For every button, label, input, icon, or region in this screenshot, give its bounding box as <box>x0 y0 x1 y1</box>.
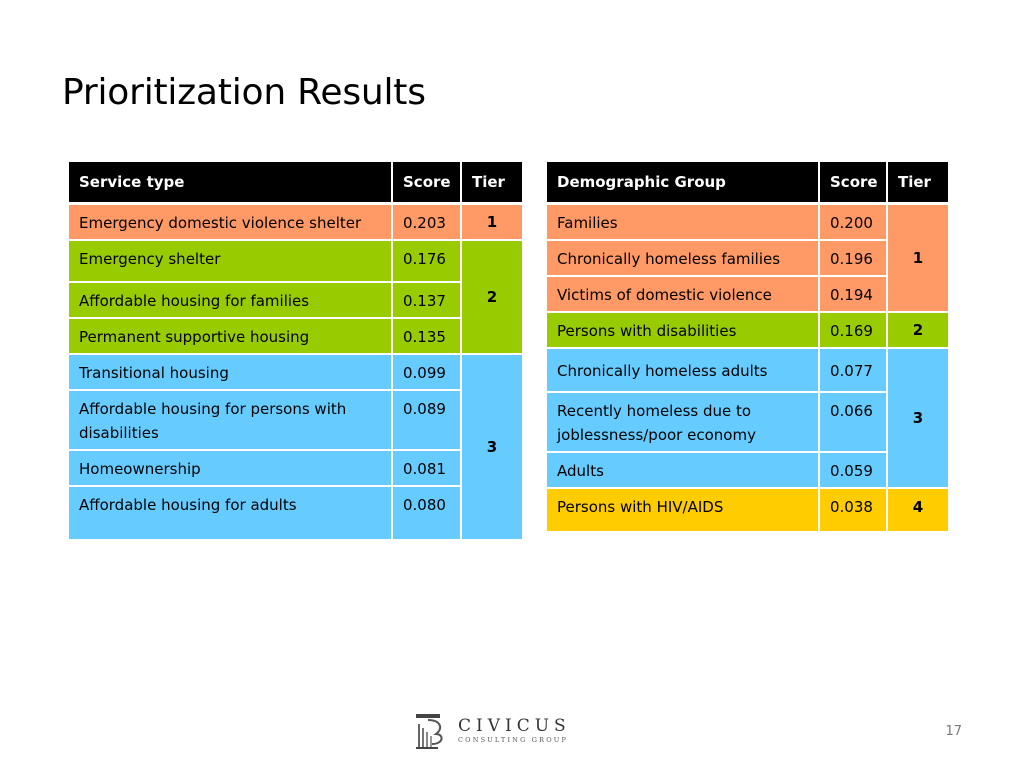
group-name: Persons with HIV/AIDS <box>545 486 820 533</box>
page-number: 17 <box>945 724 962 739</box>
column-logo-icon <box>416 714 443 749</box>
table-header-row: Demographic Group Score Tier <box>545 160 950 205</box>
table-row: Transitional housing 0.099 3 <box>67 352 524 541</box>
service-name: Emergency shelter <box>67 238 393 283</box>
score: 0.135 <box>391 316 462 355</box>
group-name: Persons with disabilities <box>545 310 820 349</box>
slide-title: Prioritization Results <box>62 72 426 113</box>
score: 0.081 <box>391 448 462 487</box>
service-name: Affordable housing for families <box>67 280 393 319</box>
table-row: Families 0.200 1 <box>545 202 950 313</box>
tier-cell: 2 <box>886 310 950 349</box>
score: 0.089 <box>391 388 462 451</box>
table-row: Affordable housing for adults 0.080 <box>67 484 523 541</box>
table-row: Emergency domestic violence shelter 0.20… <box>67 202 524 241</box>
group-name: Victims of domestic violence <box>545 274 820 313</box>
service-name: Emergency domestic violence shelter <box>67 202 393 241</box>
column-header: Tier <box>460 160 524 205</box>
score: 0.196 <box>818 238 888 277</box>
table-header-row: Service type Score Tier <box>67 160 524 205</box>
tier-cell: 1 <box>460 202 524 241</box>
score: 0.080 <box>391 484 462 541</box>
table-row: Chronically homeless adults 0.077 3 <box>545 346 950 489</box>
table-row: Chronically homeless families 0.196 <box>545 238 949 277</box>
table-row: Homeownership 0.081 <box>67 448 523 487</box>
score: 0.099 <box>391 352 462 391</box>
score: 0.077 <box>818 346 888 393</box>
column-header: Score <box>391 160 462 205</box>
group-name: Recently homeless due to joblessness/poo… <box>545 390 820 453</box>
score: 0.059 <box>818 450 888 489</box>
table-row: Adults 0.059 <box>545 450 949 489</box>
civicus-logo: CIVICUS CONSULTING GROUP <box>414 712 571 750</box>
score: 0.194 <box>818 274 888 313</box>
column-header: Service type <box>67 160 393 205</box>
service-type-table: Service type Score Tier Emergency domest… <box>67 160 524 541</box>
group-name: Adults <box>545 450 820 489</box>
tier-cell: 3 <box>886 346 950 489</box>
table-row: Affordable housing for families 0.137 <box>67 280 523 319</box>
score: 0.169 <box>818 310 888 349</box>
tier-cell: 4 <box>886 486 950 533</box>
demographic-group-table: Demographic Group Score Tier Families 0.… <box>545 160 950 533</box>
score: 0.203 <box>391 202 462 241</box>
group-name: Chronically homeless families <box>545 238 820 277</box>
service-name: Permanent supportive housing <box>67 316 393 355</box>
score: 0.176 <box>391 238 462 283</box>
column-header: Demographic Group <box>545 160 820 205</box>
score: 0.137 <box>391 280 462 319</box>
score: 0.038 <box>818 486 888 533</box>
column-header: Score <box>818 160 888 205</box>
service-name: Homeownership <box>67 448 393 487</box>
service-name: Transitional housing <box>67 352 393 391</box>
table-row: Affordable housing for persons with disa… <box>67 388 523 451</box>
group-name: Families <box>545 202 820 241</box>
tier-cell: 1 <box>886 202 950 313</box>
table-row: Permanent supportive housing 0.135 <box>67 316 523 355</box>
score: 0.066 <box>818 390 888 453</box>
logo-name: CIVICUS <box>458 716 571 736</box>
tier-cell: 3 <box>460 352 524 541</box>
service-name: Affordable housing for adults <box>67 484 393 541</box>
column-header: Tier <box>886 160 950 205</box>
table-row: Victims of domestic violence 0.194 <box>545 274 949 313</box>
score: 0.200 <box>818 202 888 241</box>
table-row: Recently homeless due to joblessness/poo… <box>545 390 949 453</box>
group-name: Chronically homeless adults <box>545 346 820 393</box>
tier-cell: 2 <box>460 238 524 355</box>
logo-subtitle: CONSULTING GROUP <box>458 736 569 744</box>
table-row: Persons with HIV/AIDS 0.038 4 <box>545 486 950 533</box>
service-name: Affordable housing for persons with disa… <box>67 388 393 451</box>
table-row: Persons with disabilities 0.169 2 <box>545 310 950 349</box>
table-row: Emergency shelter 0.176 2 <box>67 238 524 355</box>
